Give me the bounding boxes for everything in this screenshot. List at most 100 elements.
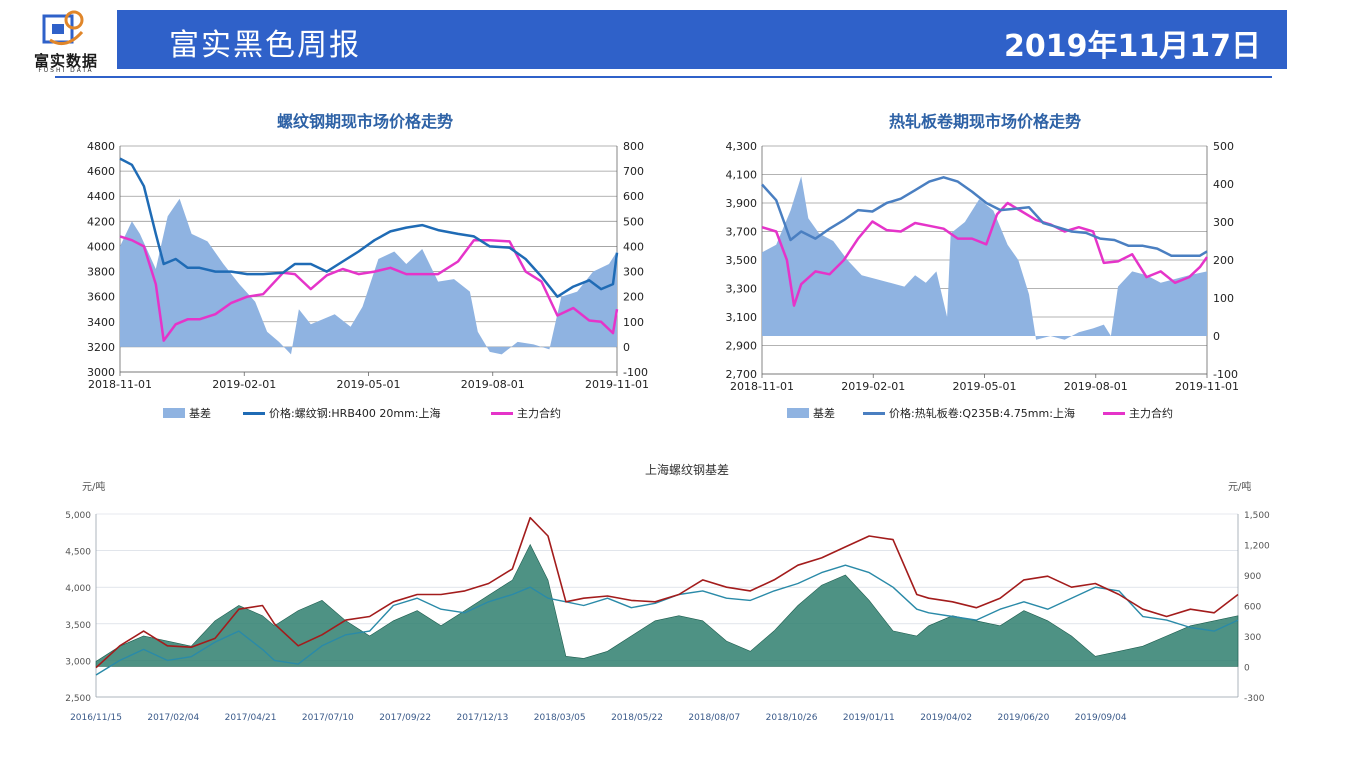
legend-label: 主力合约 bbox=[1129, 407, 1173, 420]
y-left-tick-label: 3,500 bbox=[726, 254, 758, 267]
y-right-tick-label: 0 bbox=[623, 341, 630, 354]
y-left-tick-label: 3800 bbox=[87, 266, 115, 279]
y-right-tick-label: 100 bbox=[623, 316, 644, 329]
y-right-tick-label: -100 bbox=[1213, 368, 1238, 381]
y-right-tick-label: 1,200 bbox=[1244, 542, 1270, 552]
basis-area-series bbox=[95, 543, 1239, 667]
y-left-tick-label: 4,300 bbox=[726, 140, 758, 153]
x-tick-label: 2019/09/04 bbox=[1075, 713, 1127, 723]
y-left-tick-label: 4,100 bbox=[726, 169, 758, 182]
y-right-tick-label: 900 bbox=[1244, 572, 1261, 582]
y-left-tick-label: 3400 bbox=[87, 316, 115, 329]
y-left-unit-label: 元/吨 bbox=[82, 480, 105, 493]
legend-item-basis: 基差 bbox=[163, 405, 211, 421]
legend-item-basis: 基差 bbox=[787, 405, 835, 421]
x-tick-label: 2018-11-01 bbox=[730, 380, 794, 393]
logo-mark-icon bbox=[42, 10, 84, 46]
y-right-tick-label: 300 bbox=[623, 266, 644, 279]
y-left-tick-label: 3600 bbox=[87, 291, 115, 304]
legend-swatch bbox=[491, 411, 513, 415]
x-tick-label: 2019-02-01 bbox=[212, 378, 276, 391]
x-tick-label: 2019-11-01 bbox=[585, 378, 649, 391]
y-right-tick-label: -300 bbox=[1244, 694, 1265, 704]
rebar-legend: 基差 价格:螺纹钢:HRB400 20mm:上海 主力合约 bbox=[163, 405, 623, 421]
basis-chart-title: 上海螺纹钢基差 bbox=[645, 462, 729, 477]
legend-swatch bbox=[243, 411, 265, 415]
spot-price-line-series bbox=[761, 176, 1208, 257]
logo-text: 富实数据 bbox=[33, 52, 98, 70]
hrc-chart-title: 热轧板卷期现市场价格走势 bbox=[888, 112, 1081, 131]
y-left-tick-label: 4800 bbox=[87, 140, 115, 153]
legend-item-price: 价格:螺纹钢:HRB400 20mm:上海 bbox=[243, 405, 441, 421]
futures-line-series bbox=[119, 235, 619, 342]
x-tick-label: 2019-08-01 bbox=[1064, 380, 1128, 393]
legend-label: 价格:螺纹钢:HRB400 20mm:上海 bbox=[269, 407, 441, 420]
x-tick-label: 2018-11-01 bbox=[88, 378, 152, 391]
y-right-tick-label: 600 bbox=[623, 190, 644, 203]
x-tick-label: 2019-05-01 bbox=[337, 378, 401, 391]
basis-area-series bbox=[120, 198, 617, 355]
y-left-tick-label: 4600 bbox=[87, 165, 115, 178]
y-left-tick-label: 3,000 bbox=[65, 657, 91, 667]
x-tick-label: 2018/03/05 bbox=[534, 713, 586, 723]
x-tick-label: 2017/09/22 bbox=[379, 713, 431, 723]
rebar-chart-title: 螺纹钢期现市场价格走势 bbox=[276, 112, 453, 131]
y-left-tick-label: 5,000 bbox=[65, 511, 91, 521]
legend-swatch bbox=[1103, 411, 1125, 415]
y-right-tick-label: 100 bbox=[1213, 292, 1234, 305]
y-left-tick-label: 4,500 bbox=[65, 548, 91, 558]
x-tick-label: 2019/04/02 bbox=[920, 713, 972, 723]
y-left-tick-label: 3,500 bbox=[65, 621, 91, 631]
y-left-tick-label: 4,000 bbox=[65, 584, 91, 594]
x-tick-label: 2018/05/22 bbox=[611, 713, 663, 723]
y-right-tick-label: 600 bbox=[1244, 603, 1261, 613]
y-right-tick-label: 500 bbox=[623, 215, 644, 228]
y-left-tick-label: 2,900 bbox=[726, 340, 758, 353]
legend-item-price: 价格:热轧板卷:Q235B:4.75mm:上海 bbox=[863, 405, 1075, 421]
x-tick-label: 2019-02-01 bbox=[841, 380, 905, 393]
x-tick-label: 2016/11/15 bbox=[70, 713, 122, 723]
futures-line-series bbox=[95, 564, 1239, 676]
legend-swatch bbox=[787, 408, 809, 418]
x-tick-label: 2017/12/13 bbox=[456, 713, 508, 723]
y-left-tick-label: 3,900 bbox=[726, 197, 758, 210]
y-left-tick-label: 2,700 bbox=[726, 368, 758, 381]
y-left-tick-label: 4000 bbox=[87, 240, 115, 253]
x-tick-label: 2019/06/20 bbox=[997, 713, 1049, 723]
y-left-tick-label: 4400 bbox=[87, 190, 115, 203]
header-divider bbox=[55, 76, 1272, 78]
x-tick-label: 2019/01/11 bbox=[843, 713, 895, 723]
legend-label: 价格:热轧板卷:Q235B:4.75mm:上海 bbox=[889, 407, 1075, 420]
y-right-tick-label: 500 bbox=[1213, 140, 1234, 153]
legend-item-futures: 主力合约 bbox=[1103, 405, 1173, 421]
x-tick-label: 2017/07/10 bbox=[302, 713, 354, 723]
x-tick-label: 2017/04/21 bbox=[225, 713, 277, 723]
report-date: 2019年11月17日 bbox=[1004, 29, 1261, 64]
legend-swatch bbox=[863, 411, 885, 415]
y-right-tick-label: 0 bbox=[1244, 664, 1250, 674]
y-left-tick-label: 3000 bbox=[87, 366, 115, 379]
y-right-tick-label: -100 bbox=[623, 366, 648, 379]
y-right-tick-label: 300 bbox=[1213, 216, 1234, 229]
y-left-tick-label: 3,100 bbox=[726, 311, 758, 324]
y-right-tick-label: 200 bbox=[623, 291, 644, 304]
legend-label: 主力合约 bbox=[517, 407, 561, 420]
y-left-tick-label: 4200 bbox=[87, 215, 115, 228]
futures-line-series bbox=[761, 201, 1209, 307]
y-left-tick-label: 2,500 bbox=[65, 694, 91, 704]
y-right-tick-label: 700 bbox=[623, 165, 644, 178]
logo-subtext: FUSHI DATA bbox=[38, 67, 94, 74]
basis-area-series bbox=[762, 176, 1207, 340]
x-tick-label: 2017/02/04 bbox=[147, 713, 199, 723]
x-tick-label: 2018/10/26 bbox=[766, 713, 818, 723]
report-title: 富实黑色周报 bbox=[169, 28, 361, 63]
y-right-tick-label: 800 bbox=[623, 140, 644, 153]
y-left-tick-label: 3,300 bbox=[726, 283, 758, 296]
x-tick-label: 2019-05-01 bbox=[953, 380, 1017, 393]
y-left-tick-label: 3,700 bbox=[726, 226, 758, 239]
y-right-unit-label: 元/吨 bbox=[1228, 480, 1251, 493]
x-tick-label: 2019-11-01 bbox=[1175, 380, 1239, 393]
y-right-tick-label: 1,500 bbox=[1244, 511, 1270, 521]
hrc-legend: 基差 价格:热轧板卷:Q235B:4.75mm:上海 主力合约 bbox=[787, 405, 1227, 421]
